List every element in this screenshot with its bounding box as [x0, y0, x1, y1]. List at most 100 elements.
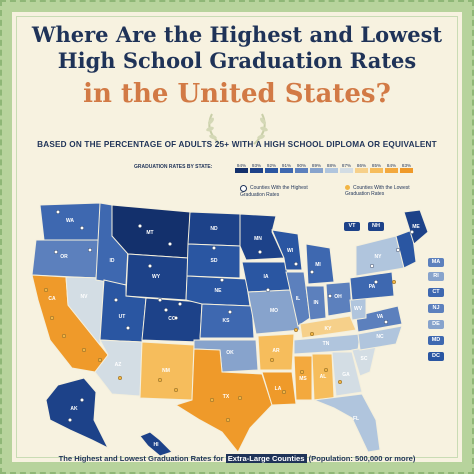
legend-cell: 87% — [340, 163, 353, 173]
state-label-CA: CA — [48, 296, 56, 302]
state-SD[interactable] — [186, 243, 241, 279]
county-highest-dot — [369, 263, 375, 269]
state-label-WV: WV — [354, 306, 363, 312]
county-lowest-dot — [173, 387, 179, 393]
state-IL[interactable] — [285, 271, 311, 327]
county-highest-dot — [55, 209, 61, 215]
state-HI[interactable] — [139, 431, 173, 457]
county-highest-dot — [327, 293, 333, 299]
bottom-suffix: (Population: 500,000 or more) — [308, 454, 416, 463]
legend-swatch — [340, 168, 353, 173]
county-lowest-dot — [49, 315, 55, 321]
county-highest-dot — [157, 297, 163, 303]
state-label-LA: LA — [275, 386, 282, 392]
legend-swatch — [235, 168, 248, 173]
legend-cell: 91% — [280, 163, 293, 173]
state-label-IL: IL — [296, 296, 300, 302]
legend-highest-label: Counties With the Highest Graduation Rat… — [240, 185, 308, 198]
state-PA[interactable] — [349, 271, 395, 301]
legend-swatch — [280, 168, 293, 173]
legend-cell: 83% — [400, 163, 413, 173]
state-label-OR: OR — [60, 254, 68, 260]
county-highest-dot — [163, 307, 169, 313]
county-highest-dot — [177, 301, 183, 307]
state-IN[interactable] — [305, 285, 327, 321]
state-label-SD: SD — [211, 258, 218, 264]
county-lowest-dot — [209, 397, 215, 403]
legend-cell: 85% — [370, 163, 383, 173]
state-GA[interactable] — [331, 351, 363, 397]
legend-cell: 90% — [295, 163, 308, 173]
callout-RI: RI — [428, 272, 444, 281]
legend-cell: 94% — [235, 163, 248, 173]
county-lowest-dot — [43, 287, 49, 293]
state-label-ME: ME — [412, 224, 420, 230]
state-AK[interactable] — [45, 377, 110, 450]
county-lowest-dot — [97, 357, 103, 363]
legend-lowest-label: Counties With the Lowest Graduation Rate… — [345, 185, 410, 197]
state-NC[interactable] — [357, 325, 403, 351]
legend-cell: 88% — [325, 163, 338, 173]
state-NV[interactable] — [65, 276, 105, 347]
legend-cell-label: 90% — [296, 163, 307, 168]
state-label-AZ: AZ — [115, 362, 122, 368]
state-KY[interactable] — [299, 315, 357, 339]
county-highest-dot — [257, 249, 263, 255]
legend-swatch — [355, 168, 368, 173]
county-highest-dot — [373, 279, 379, 285]
legend-swatch — [400, 168, 413, 173]
state-label-AR: AR — [272, 348, 280, 354]
legend-cell-label: 85% — [371, 163, 382, 168]
state-MO[interactable] — [247, 289, 301, 335]
state-label-MI: MI — [315, 262, 321, 268]
state-FL[interactable] — [313, 393, 381, 453]
bottom-prefix: The Highest and Lowest Graduation Rates … — [58, 454, 224, 463]
laurel-wreath-icon — [206, 113, 268, 145]
legend-swatch — [370, 168, 383, 173]
state-MI[interactable] — [305, 243, 335, 285]
state-TX[interactable] — [174, 348, 273, 453]
state-label-NE: NE — [215, 288, 223, 294]
county-lowest-dot — [337, 379, 343, 385]
state-label-PA: PA — [369, 284, 376, 290]
state-AR[interactable] — [257, 333, 295, 371]
county-highest-dot — [67, 417, 73, 423]
county-highest-dot — [137, 223, 143, 229]
legend-cell-label: 89% — [311, 163, 322, 168]
state-KS[interactable] — [199, 303, 255, 339]
county-highest-dot — [211, 245, 217, 251]
legend-cell-label: 84% — [386, 163, 397, 168]
state-MS[interactable] — [293, 355, 313, 401]
legend-cell-label: 88% — [326, 163, 337, 168]
bottom-highlight: Extra-Large Counties — [225, 454, 307, 463]
legend-cell: 86% — [355, 163, 368, 173]
state-label-NM: NM — [162, 368, 170, 374]
county-highest-dot — [79, 397, 85, 403]
legend-cell-label: 94% — [236, 163, 247, 168]
state-LA[interactable] — [261, 371, 297, 406]
callout-VT: VT — [344, 222, 360, 231]
county-highest-dot — [113, 297, 119, 303]
county-lowest-dot — [269, 357, 275, 363]
county-highest-dot — [53, 249, 59, 255]
county-highest-dot — [227, 309, 233, 315]
callout-DE: DE — [428, 320, 444, 329]
legend-label: GRADUATION RATES BY STATE: — [134, 164, 213, 170]
county-lowest-dot — [81, 347, 87, 353]
state-label-MT: MT — [146, 230, 153, 236]
county-lowest-dot — [309, 331, 315, 337]
state-VA[interactable] — [355, 305, 403, 333]
state-label-HI: HI — [154, 442, 160, 448]
county-highest-dot — [147, 263, 153, 269]
state-label-WI: WI — [287, 248, 294, 254]
county-lowest-dot — [117, 375, 123, 381]
legend-cell-label: 86% — [356, 163, 367, 168]
callout-NJ: NJ — [428, 304, 444, 313]
legend-cell: 93% — [250, 163, 263, 173]
state-label-GA: GA — [342, 372, 350, 378]
state-WI[interactable] — [271, 229, 303, 271]
legend-swatch — [310, 168, 323, 173]
callout-MD: MD — [428, 336, 444, 345]
state-NE-region[interactable] — [395, 229, 417, 269]
